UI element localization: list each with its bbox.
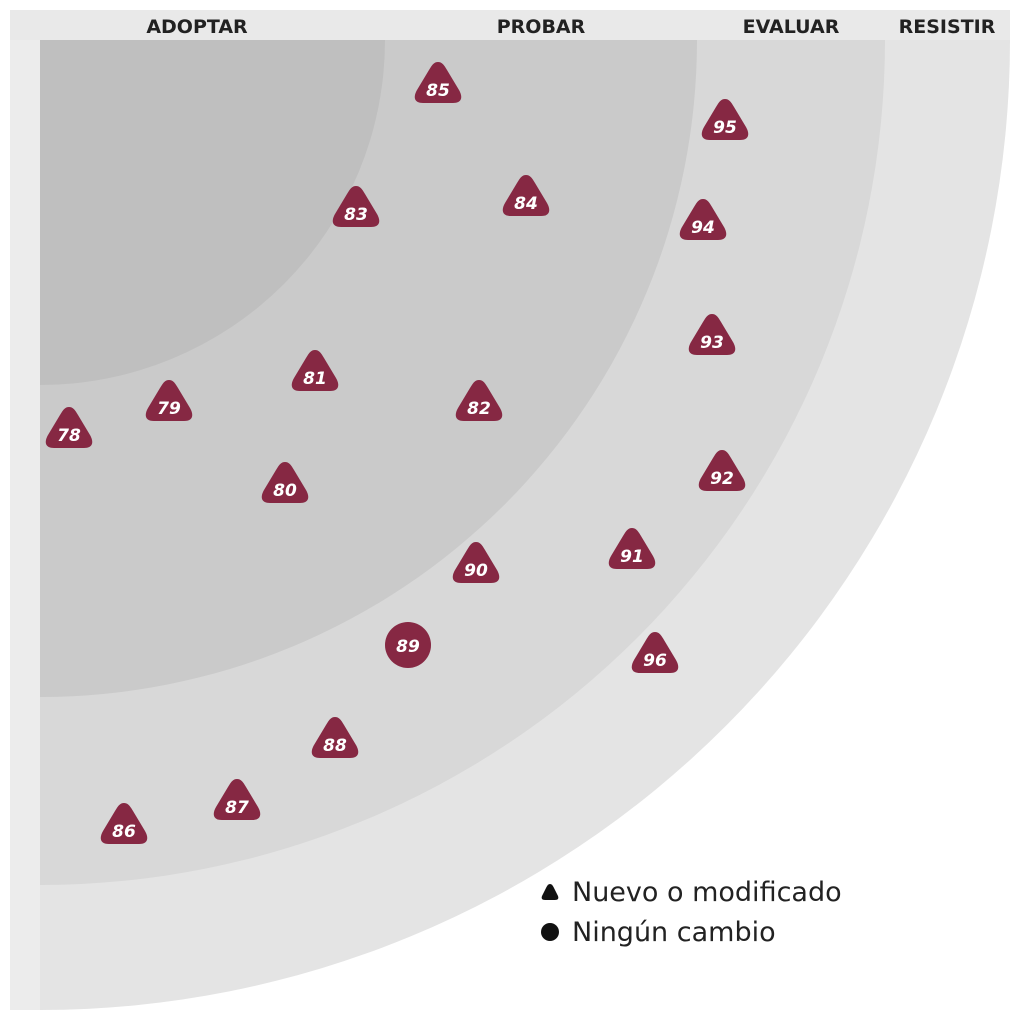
blip-label-93: 93 [700, 333, 724, 353]
blip-label-82: 82 [467, 399, 491, 419]
ring-label-trial: PROBAR [497, 16, 586, 38]
blip-triangle-93 [688, 314, 736, 355]
legend-item-new: Nuevo o modificado [540, 872, 842, 912]
blip-triangle-88 [311, 717, 359, 758]
blip-78[interactable]: 78 [45, 407, 93, 448]
ring-label-assess: EVALUAR [743, 16, 840, 38]
blip-79[interactable]: 79 [145, 380, 193, 421]
blip-84[interactable]: 84 [502, 175, 550, 216]
blip-label-81: 81 [303, 369, 327, 389]
blip-triangle-80 [261, 462, 309, 503]
blip-90[interactable]: 90 [452, 542, 500, 583]
blip-80[interactable]: 80 [261, 462, 309, 503]
blip-88[interactable]: 88 [311, 717, 359, 758]
blip-93[interactable]: 93 [688, 314, 736, 355]
blip-label-92: 92 [710, 469, 734, 489]
blip-91[interactable]: 91 [608, 528, 656, 569]
blip-label-79: 79 [157, 399, 181, 419]
ring-header-strip [10, 10, 1010, 40]
blip-81[interactable]: 81 [291, 350, 339, 391]
blip-96[interactable]: 96 [631, 632, 679, 673]
blip-label-88: 88 [323, 736, 347, 756]
blip-triangle-85 [414, 62, 462, 103]
blip-triangle-92 [698, 450, 746, 491]
legend-item-nochange: Ningún cambio [540, 912, 842, 952]
blip-triangle-79 [145, 380, 193, 421]
blip-95[interactable]: 95 [701, 99, 749, 140]
blip-circle-89 [385, 622, 431, 668]
blip-label-91: 91 [620, 547, 644, 567]
blip-92[interactable]: 92 [698, 450, 746, 491]
blip-label-84: 84 [514, 194, 538, 214]
blip-triangle-82 [455, 380, 503, 421]
legend-label-nochange: Ningún cambio [572, 916, 776, 948]
blip-86[interactable]: 86 [100, 803, 148, 844]
blip-label-86: 86 [112, 822, 136, 842]
blip-label-87: 87 [225, 798, 249, 818]
blip-triangle-96 [631, 632, 679, 673]
blip-94[interactable]: 94 [679, 199, 727, 240]
blip-triangle-90 [452, 542, 500, 583]
ring-adopt-arc [40, 40, 385, 385]
blip-label-95: 95 [713, 118, 737, 138]
blip-triangle-84 [502, 175, 550, 216]
blip-triangle-83 [332, 186, 380, 227]
ring-label-hold: RESISTIR [899, 16, 996, 38]
blip-triangle-94 [679, 199, 727, 240]
blip-label-94: 94 [691, 218, 715, 238]
blip-label-89: 89 [396, 637, 420, 657]
blip-triangle-81 [291, 350, 339, 391]
ring-label-adopt: ADOPTAR [146, 16, 248, 38]
circle-icon [541, 923, 559, 941]
blip-label-96: 96 [643, 651, 667, 671]
legend: Nuevo o modificado Ningún cambio [540, 872, 842, 952]
blip-label-90: 90 [464, 561, 488, 581]
ring-left-strip [10, 40, 40, 1010]
blip-label-83: 83 [344, 205, 368, 225]
legend-label-new: Nuevo o modificado [572, 876, 842, 908]
blip-triangle-87 [213, 779, 261, 820]
blip-83[interactable]: 83 [332, 186, 380, 227]
blip-triangle-91 [608, 528, 656, 569]
blip-label-78: 78 [57, 426, 81, 446]
blip-89[interactable]: 89 [385, 622, 431, 668]
blip-82[interactable]: 82 [455, 380, 503, 421]
blip-85[interactable]: 85 [414, 62, 462, 103]
blip-triangle-78 [45, 407, 93, 448]
blip-87[interactable]: 87 [213, 779, 261, 820]
blip-triangle-86 [100, 803, 148, 844]
blip-label-85: 85 [426, 81, 450, 101]
blip-label-80: 80 [273, 481, 297, 501]
triangle-icon [541, 884, 559, 900]
blip-triangle-95 [701, 99, 749, 140]
